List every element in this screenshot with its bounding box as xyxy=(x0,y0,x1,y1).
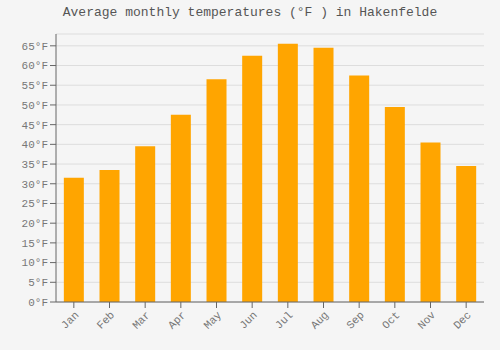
svg-text:10°F: 10°F xyxy=(22,257,48,269)
svg-text:Mar: Mar xyxy=(130,309,152,331)
svg-text:50°F: 50°F xyxy=(22,100,48,112)
svg-text:40°F: 40°F xyxy=(22,139,48,151)
svg-text:20°F: 20°F xyxy=(22,218,48,230)
svg-text:May: May xyxy=(202,309,225,332)
svg-text:Nov: Nov xyxy=(416,309,439,332)
svg-text:45°F: 45°F xyxy=(22,120,48,132)
svg-text:Oct: Oct xyxy=(380,309,402,331)
svg-text:30°F: 30°F xyxy=(22,179,48,191)
svg-text:25°F: 25°F xyxy=(22,198,48,210)
svg-text:5°F: 5°F xyxy=(28,277,48,289)
svg-text:65°F: 65°F xyxy=(22,41,48,53)
html-text:Average monthly temperatures (: Average monthly temperatures (°F ) in Ha… xyxy=(62,5,438,20)
svg-text:Apr: Apr xyxy=(166,309,188,331)
svg-text:15°F: 15°F xyxy=(22,238,48,250)
svg-text:Sep: Sep xyxy=(344,309,366,331)
svg-text:Dec: Dec xyxy=(451,309,473,331)
svg-text:0°F: 0°F xyxy=(28,297,48,309)
svg-text:Aug: Aug xyxy=(309,309,331,331)
svg-text:Feb: Feb xyxy=(95,309,117,331)
svg-text:Jul: Jul xyxy=(273,309,295,331)
svg-text:35°F: 35°F xyxy=(22,159,48,171)
svg-text:Jan: Jan xyxy=(59,309,81,331)
svg-text:55°F: 55°F xyxy=(22,80,48,92)
svg-text:60°F: 60°F xyxy=(22,60,48,72)
svg-text:Jun: Jun xyxy=(237,309,259,331)
